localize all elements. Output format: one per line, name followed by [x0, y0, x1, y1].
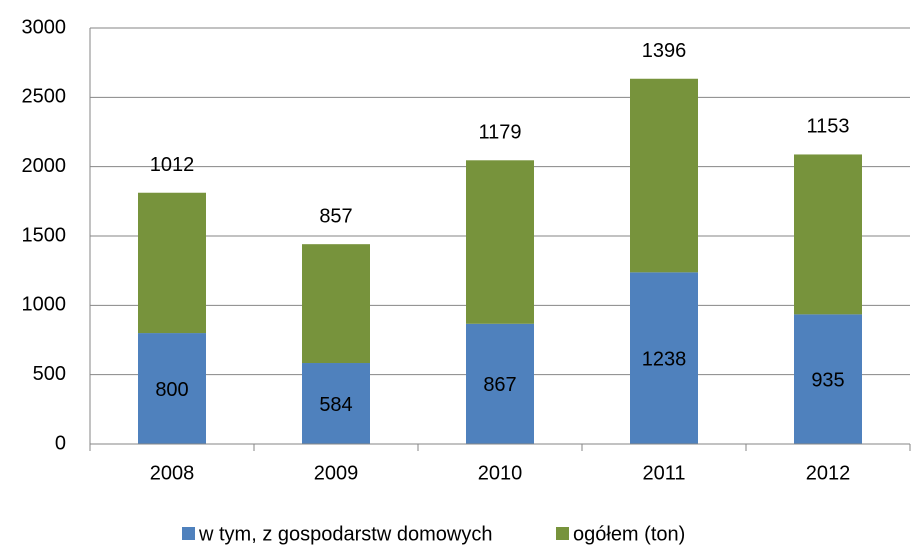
- bar-segment: [794, 314, 862, 444]
- bar-segment: [138, 333, 206, 444]
- x-tick-label: 2009: [314, 462, 359, 484]
- y-tick-label: 500: [33, 363, 66, 385]
- legend-label: w tym, z gospodarstw domowych: [198, 523, 492, 545]
- y-tick-label: 0: [55, 432, 66, 454]
- value-label: 800: [155, 379, 188, 401]
- x-tick-label: 2008: [150, 462, 195, 484]
- bar-segment: [630, 272, 698, 444]
- y-tick-label: 2000: [22, 155, 67, 177]
- value-label: 584: [319, 394, 352, 416]
- y-tick-label: 3000: [22, 16, 67, 38]
- value-label: 1179: [478, 122, 521, 144]
- x-tick-label: 2012: [806, 462, 851, 484]
- legend-swatch: [556, 527, 569, 540]
- bar-segment: [466, 160, 534, 324]
- value-label: 1012: [150, 154, 195, 176]
- bar-segment: [302, 363, 370, 444]
- y-tick-label: 1500: [22, 224, 67, 246]
- y-tick-label: 1000: [22, 294, 67, 316]
- bar-segment: [466, 323, 534, 444]
- x-tick-label: 2011: [642, 462, 685, 484]
- y-tick-label: 2500: [22, 86, 67, 108]
- bar-segment: [302, 244, 370, 364]
- value-label: 1238: [642, 348, 687, 370]
- bar-segment: [630, 78, 698, 273]
- legend-label: ogółem (ton): [573, 523, 685, 545]
- bar-segment: [794, 154, 862, 315]
- value-label: 935: [811, 369, 844, 391]
- value-label: 1153: [806, 116, 849, 138]
- legend-swatch: [182, 527, 195, 540]
- x-tick-label: 2010: [478, 462, 523, 484]
- value-label: 867: [483, 374, 516, 396]
- value-label: 857: [319, 205, 352, 227]
- bar-segment: [138, 192, 206, 334]
- value-label: 1396: [642, 40, 687, 62]
